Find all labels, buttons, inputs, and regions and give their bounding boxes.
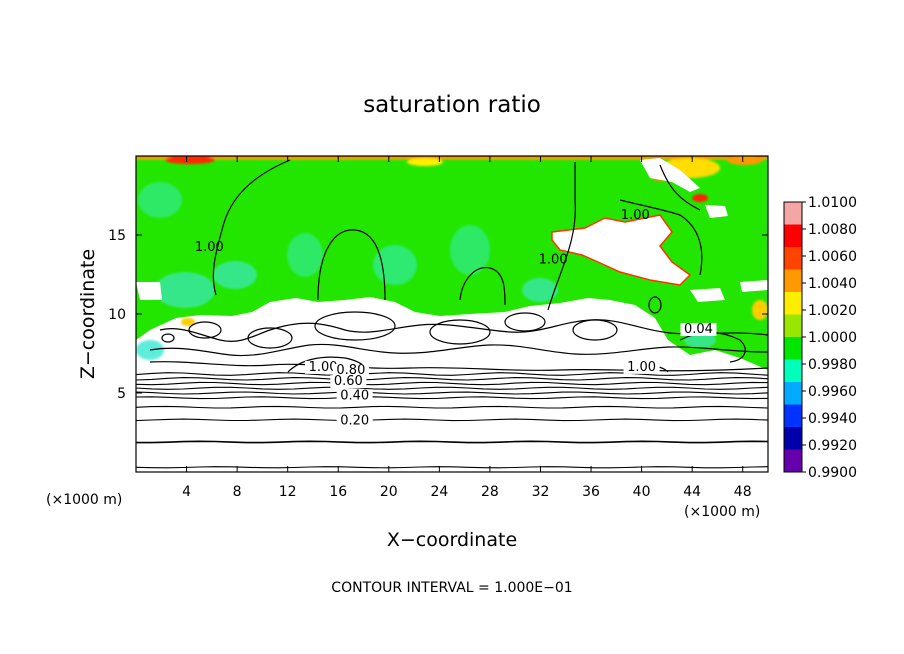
contour-labels: 1.001.001.001.00 1.000.800.600.400.200.04 xyxy=(195,208,717,429)
contour-label: 1.00 xyxy=(309,360,338,375)
colorbar-label: 0.9980 xyxy=(808,357,857,373)
x-tick-label: 36 xyxy=(582,484,600,500)
colorbar-swatch xyxy=(784,269,802,292)
x-tick-label: 24 xyxy=(430,484,448,500)
colorbar-swatch xyxy=(784,382,802,405)
contour-label: 0.04 xyxy=(684,322,713,337)
contour-band-line xyxy=(136,377,768,381)
contour-label-backdrop xyxy=(305,360,342,374)
colorbar-label: 1.0080 xyxy=(808,222,857,238)
x-tick-label: 16 xyxy=(329,484,347,500)
colorbar-swatch xyxy=(784,427,802,450)
x-axis: 4 8 12 16 20 24 28 32 36 40 44 48 xyxy=(182,156,752,500)
x-tick-label: 40 xyxy=(633,484,651,500)
contour-label-backdrop xyxy=(332,364,369,378)
contour-label-backdrop xyxy=(336,414,373,428)
contour-label: 1.00 xyxy=(627,360,656,375)
x-unit-left: (×1000 m) xyxy=(46,492,122,508)
colorbar-label: 0.9940 xyxy=(808,411,857,427)
contour-label-backdrop xyxy=(680,322,717,336)
colorbar-label: 1.0100 xyxy=(808,195,857,211)
colorbar-swatch xyxy=(784,449,802,472)
x-tick-label: 12 xyxy=(279,484,297,500)
y-axis: 5 10 15 xyxy=(108,228,768,402)
x-tick-label: 32 xyxy=(532,484,550,500)
contour-label-backdrop xyxy=(623,360,660,374)
field-dry-patches xyxy=(136,158,768,302)
contour-label: 0.20 xyxy=(340,414,369,429)
colorbar-label: 1.0020 xyxy=(808,303,857,319)
contour-band-line xyxy=(136,381,768,386)
contour-band-line xyxy=(136,396,768,400)
chart-title: saturation ratio xyxy=(363,92,541,118)
colorbar-swatch xyxy=(784,337,802,360)
colorbar-label: 0.9900 xyxy=(808,465,857,481)
x-tick-label: 8 xyxy=(233,484,242,500)
colorbar-swatch xyxy=(784,292,802,315)
colorbar-swatch xyxy=(784,247,802,270)
contour-band-line xyxy=(136,418,768,422)
contour-band-line xyxy=(136,466,768,469)
colorbar-label: 0.9960 xyxy=(808,384,857,400)
colorbar-label: 1.0000 xyxy=(808,330,857,346)
x-tick-label: 28 xyxy=(481,484,499,500)
plot-area xyxy=(136,156,768,472)
y-tick-label: 15 xyxy=(108,228,126,244)
colorbar-swatch xyxy=(784,202,802,225)
contour-label-backdrop xyxy=(330,375,367,389)
colorbar-label: 1.0060 xyxy=(808,249,857,265)
contour-bands xyxy=(136,372,768,469)
x-axis-title: X−coordinate xyxy=(387,529,517,551)
contour-interval-note: CONTOUR INTERVAL = 1.000E−01 xyxy=(331,580,572,596)
colorbar: 1.0100 1.0080 1.0060 1.0040 1.0020 1.0000 0.99… xyxy=(783,195,857,481)
contour-band-line xyxy=(136,440,768,444)
contour-label: 1.00 xyxy=(195,240,224,255)
field-subsaturated-patches xyxy=(136,182,716,360)
y-axis-title: Z−coordinate xyxy=(77,249,99,379)
colorbar-swatch xyxy=(784,404,802,427)
y-tick-label: 5 xyxy=(117,386,126,402)
x-tick-label: 4 xyxy=(182,484,191,500)
contour-label-backdrop xyxy=(336,389,373,403)
contour-label: 0.80 xyxy=(336,363,365,378)
contour-band-line xyxy=(136,405,768,409)
contour-label: 0.40 xyxy=(340,388,369,403)
contour-label: 0.60 xyxy=(334,374,363,389)
x-tick-label: 20 xyxy=(380,484,398,500)
contour-label: 1.00 xyxy=(621,208,650,223)
x-tick-label: 48 xyxy=(734,484,752,500)
contour-label: 1.00 xyxy=(539,252,568,267)
contour-band-line xyxy=(136,386,768,390)
colorbar-swatch xyxy=(784,224,802,247)
contour-band-line xyxy=(136,391,768,395)
colorbar-label: 0.9920 xyxy=(808,438,857,454)
field-saturated-region xyxy=(136,156,768,370)
colorbar-label: 1.0040 xyxy=(808,276,857,292)
contour-band-line xyxy=(136,372,768,376)
colorbar-swatch xyxy=(784,359,802,382)
y-tick-label: 10 xyxy=(108,307,126,323)
x-unit-right: (×1000 m) xyxy=(684,504,760,520)
x-tick-label: 44 xyxy=(683,484,701,500)
colorbar-swatch xyxy=(784,314,802,337)
